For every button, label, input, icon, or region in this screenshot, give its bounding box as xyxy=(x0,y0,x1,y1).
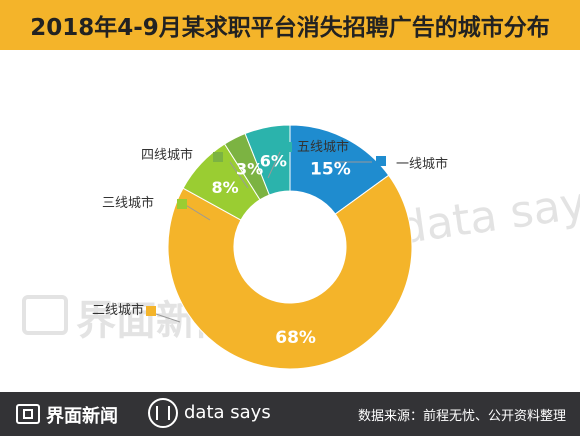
legend-label-3: 三线城市 xyxy=(102,195,154,211)
value-label-5: 6% xyxy=(260,152,287,171)
legend-label-2: 二线城市 xyxy=(92,302,144,318)
legend-marker-3 xyxy=(177,199,187,209)
legend-marker-2 xyxy=(146,306,156,316)
legend-marker-5 xyxy=(282,142,292,152)
footer-datasays: data says xyxy=(184,402,271,423)
legend-marker-4 xyxy=(213,152,223,162)
footer-brand: 界面新闻 xyxy=(46,406,118,427)
value-label-3: 8% xyxy=(212,178,239,197)
slice-2 xyxy=(167,174,413,370)
watermark-logo-icon xyxy=(22,295,68,335)
value-label-1: 15% xyxy=(310,160,351,180)
slice-5 xyxy=(244,124,291,196)
legend-label-1: 一线城市 xyxy=(396,156,448,172)
legend-marker-1 xyxy=(376,156,386,166)
footer-source: 数据来源：前程无忧、公开资料整理 xyxy=(357,409,566,424)
jiemian-logo-icon xyxy=(16,404,40,424)
chart-title: 2018年4-9月某求职平台消失招聘广告的城市分布 xyxy=(30,15,550,41)
chart-area: 界面新闻 data says 一线城市 二线城市 三线城市 四线城市 五线城市 15% 6… xyxy=(0,50,580,392)
legend-label-4: 四线城市 xyxy=(141,147,193,163)
callout-line-5 xyxy=(267,151,281,179)
legend-label-5: 五线城市 xyxy=(297,139,349,155)
value-label-4: 3% xyxy=(236,160,263,179)
datasays-logo-icon xyxy=(148,398,178,428)
callout-line-4 xyxy=(229,161,249,189)
value-label-2: 68% xyxy=(275,328,316,348)
title-bar: 2018年4-9月某求职平台消失招聘广告的城市分布 xyxy=(0,0,580,50)
callout-line-3 xyxy=(183,203,211,221)
footer: 界面新闻 data says 数据来源：前程无忧、公开资料整理 xyxy=(0,392,580,436)
